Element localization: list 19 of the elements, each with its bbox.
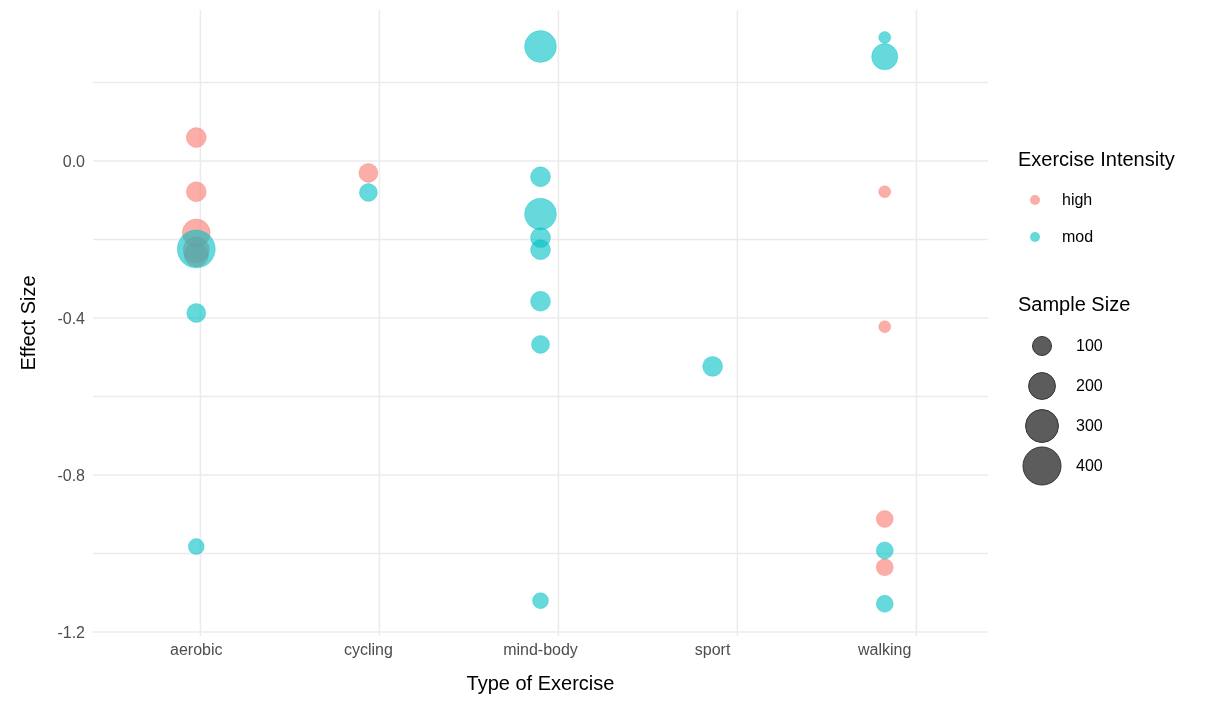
x-tick-label: walking [857,641,912,659]
x-tick-label: cycling [343,641,393,659]
legend-label: 300 [1076,417,1103,435]
x-tick-label: aerobic [170,641,223,659]
legend-label: high [1062,190,1093,209]
y-tick-label: 0.0 [62,152,86,170]
legend-label: 200 [1076,377,1103,395]
text: Sample Size [1018,293,1132,316]
legend-title: Exercise Intensity [1018,148,1175,171]
y-tick-label: -1.2 [57,623,86,641]
legend-label: mod [1062,227,1094,246]
legend-label: 100 [1076,337,1103,355]
x-axis-title: Type of Exercise [466,672,615,694]
y-tick-label: -0.8 [57,466,86,484]
y-tick-label: -0.4 [57,309,86,327]
x-tick-label: mind-body [503,641,578,659]
y-axis-title: Effect Size [17,275,40,371]
legend-label: 400 [1076,457,1103,475]
x-tick-label: sport [694,641,731,659]
